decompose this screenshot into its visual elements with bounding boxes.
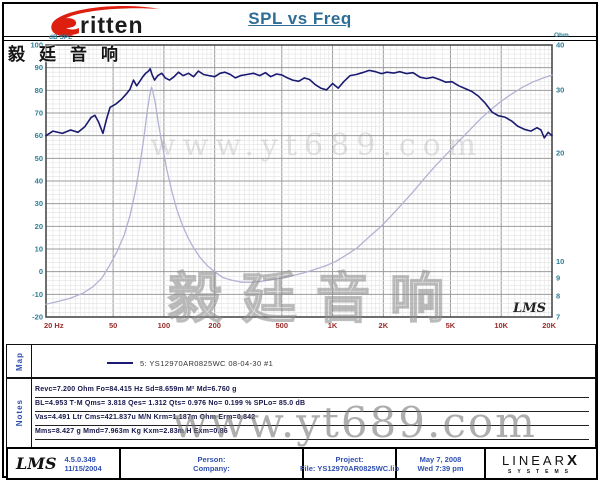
svg-text:7: 7 [556, 313, 560, 322]
svg-text:dB SPL: dB SPL [49, 34, 72, 41]
svg-text:90: 90 [35, 63, 43, 72]
footer-version-cell: LMS 4.5.0.349 11/15/2004 [8, 449, 121, 478]
print-time: Wed 7:39 pm [417, 463, 464, 473]
legend-label: 5: YS12970AR0825WC 08-04-30 #1 [140, 358, 274, 368]
company-label: Company: [193, 463, 230, 473]
ts-parameters-line-1: Revc=7.200 Ohm Fo=84.415 Hz Sd=8.659m M²… [35, 384, 589, 398]
ts-parameters-line-4: Mms=8.427 g Mmd=7.963m Kg Kxm=2.83m H Ex… [35, 426, 589, 440]
person-label: Person: [197, 454, 226, 464]
brand-name: ritten [80, 12, 144, 38]
notes-section-label: Notes [7, 378, 32, 448]
ts-parameters-line-3: Vas=4.491 Ltr Cms=421.837u M/N Krm=1.187… [35, 412, 589, 426]
footer-project-cell: Project: File: YS12970AR0825WC.lib [300, 449, 399, 478]
svg-text:-10: -10 [32, 290, 43, 299]
svg-text:100: 100 [158, 321, 171, 330]
software-version-date: 11/15/2004 [64, 463, 102, 473]
svg-text:2K: 2K [379, 321, 389, 330]
brand-logo: ritten [28, 4, 168, 40]
svg-text:20: 20 [35, 222, 43, 231]
svg-text:40: 40 [35, 177, 43, 186]
header-divider [4, 36, 596, 41]
svg-text:10: 10 [35, 245, 43, 254]
svg-text:60: 60 [35, 131, 43, 140]
map-section-label: Map [7, 345, 32, 378]
svg-text:30: 30 [35, 199, 43, 208]
svg-text:9: 9 [556, 273, 560, 282]
ts-parameters-line-2: BL=4.953 T·M Qms= 3.818 Qes= 1.312 Qts= … [35, 398, 589, 412]
legend-line-swatch [107, 362, 133, 364]
notes-section: Notes Revc=7.200 Ohm Fo=84.415 Hz Sd=8.6… [6, 377, 596, 449]
svg-text:Ohm: Ohm [554, 32, 569, 39]
svg-text:70: 70 [35, 109, 43, 118]
svg-text:10: 10 [556, 257, 564, 266]
project-label: Project: [335, 454, 364, 464]
svg-text:-20: -20 [32, 313, 43, 322]
svg-text:8: 8 [556, 292, 560, 301]
svg-text:20: 20 [556, 149, 564, 158]
chart-legend: 5: YS12970AR0825WC 08-04-30 #1 [107, 357, 273, 369]
footer-bar: LMS 4.5.0.349 11/15/2004 Person: Company… [6, 447, 598, 480]
print-date: May 7, 2008 [419, 454, 462, 464]
software-version: 4.5.0.349 [64, 454, 96, 464]
page-title: SPL vs Freq [248, 9, 352, 28]
svg-text:50: 50 [109, 321, 117, 330]
lms-logo: LMS [16, 454, 57, 473]
logo-swoosh-icon [51, 5, 160, 37]
svg-text:200: 200 [208, 321, 221, 330]
svg-text:20 Hz: 20 Hz [44, 321, 64, 330]
svg-text:80: 80 [35, 86, 43, 95]
svg-text:30: 30 [556, 85, 564, 94]
footer-brand-cell: LINEARX SYSTEMS [486, 449, 596, 478]
footer-date-cell: May 7, 2008 Wed 7:39 pm [397, 449, 486, 478]
svg-text:1K: 1K [328, 321, 338, 330]
map-section: Map 5: YS12970AR0825WC 08-04-30 #1 [6, 344, 596, 379]
footer-person-cell: Person: Company: [121, 449, 304, 478]
svg-text:20K: 20K [542, 321, 556, 330]
svg-text:100: 100 [30, 41, 43, 50]
svg-text:5K: 5K [446, 321, 456, 330]
svg-text:LMS: LMS [512, 301, 546, 316]
brand-name-cjk: 毅廷音响 [8, 45, 132, 64]
file-name: File: YS12970AR0825WC.lib [299, 463, 400, 473]
svg-text:40: 40 [556, 41, 564, 50]
linearx-logo: LINEARX SYSTEMS [502, 452, 580, 475]
svg-text:0: 0 [39, 267, 43, 276]
svg-text:10K: 10K [494, 321, 508, 330]
svg-text:500: 500 [276, 321, 289, 330]
svg-text:50: 50 [35, 154, 43, 163]
